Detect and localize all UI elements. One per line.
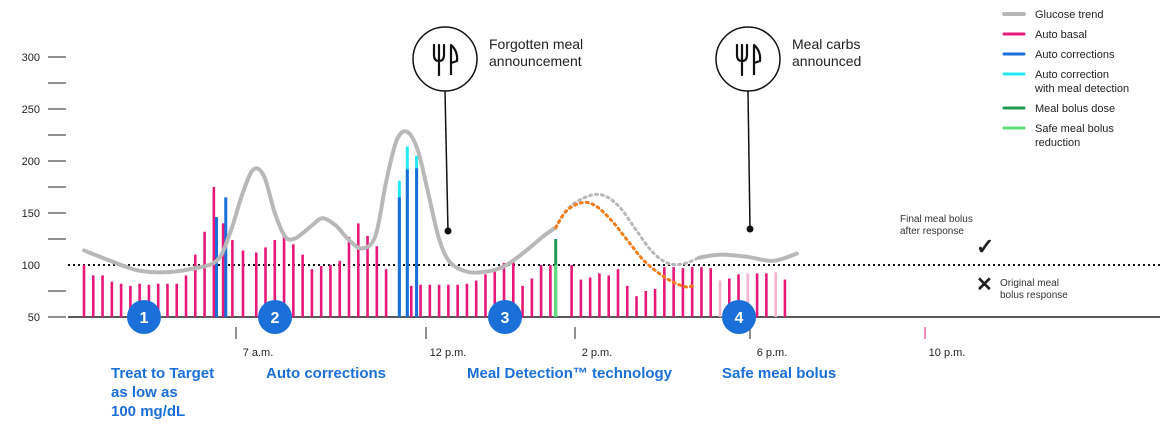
- meal-carbs-label: Meal carbs: [792, 36, 860, 52]
- legend-safe-meal-bolus-reduction-label: Safe meal bolus: [1035, 123, 1114, 135]
- original-bolus-label: Original meal: [1000, 278, 1059, 289]
- y-tick-label-100: 100: [22, 260, 40, 272]
- meal-carbs-label: announced: [792, 53, 861, 69]
- x-tick-label-6-p-m: 6 p.m.: [757, 347, 788, 359]
- cross-icon: ✕: [976, 274, 993, 296]
- feature-badge-number-4: 4: [735, 310, 744, 327]
- checkmark-icon: ✓: [976, 234, 994, 259]
- feature-label-1: Treat to Target: [111, 365, 214, 382]
- knife-shape: [752, 43, 762, 75]
- legend-auto-correction-with-meal-detection-label: Auto correction: [1035, 69, 1109, 81]
- feature-labels: 1 Treat to Target as low as 100 mg/dL 2 Auto …: [111, 300, 836, 420]
- x-tick-label-10-p-m: 10 p.m.: [929, 347, 966, 359]
- feature-label-3: Meal Detection™ technology: [467, 365, 673, 382]
- y-tick-label-250: 250: [22, 104, 40, 116]
- forgotten-meal-pointer: [444, 90, 449, 232]
- forgotten-meal-dot: [444, 227, 452, 235]
- x-tick-label-12-p-m: 12 p.m.: [430, 347, 467, 359]
- feature-badge-3: [488, 300, 522, 334]
- legend-auto-correction-with-meal-detection-label: with meal detection: [1034, 83, 1129, 95]
- y-tick-label-50: 50: [28, 312, 40, 324]
- feature-badge-number-2: 2: [271, 310, 280, 327]
- y-tick-label-150: 150: [22, 208, 40, 220]
- legend-auto-corrections-label: Auto corrections: [1035, 49, 1115, 61]
- meal-carbs-pointer: [747, 90, 751, 230]
- legend: Glucose trend Auto basal Auto corrections A…: [1002, 9, 1129, 149]
- feature-label-4: Safe meal bolus: [722, 365, 836, 382]
- glucose-lines: [82, 129, 799, 289]
- feature-badge-1: [127, 300, 161, 334]
- meal-carbs-icon-circle: [715, 26, 781, 92]
- final-bolus-label: after response: [900, 226, 964, 237]
- insulin-bars: [82, 146, 787, 317]
- forgotten-meal-label: announcement: [489, 53, 582, 69]
- y-tick-label-200: 200: [22, 156, 40, 168]
- feature-badge-number-1: 1: [140, 310, 149, 327]
- x-tick-label-7-a-m: 7 a.m.: [243, 347, 274, 359]
- feature-label-2: Auto corrections: [266, 365, 386, 382]
- glucose-trend-line: [82, 129, 558, 275]
- legend-glucose-trend-label: Glucose trend: [1035, 9, 1103, 21]
- y-axis: 50 100 150 200 250 300 7 a.m. 12 p.m. 2 p.m. 6 p.…: [22, 52, 1160, 359]
- legend-safe-meal-bolus-reduction-label: reduction: [1035, 137, 1080, 149]
- x-tick-label-2-p-m: 2 p.m.: [582, 347, 613, 359]
- forgotten-meal-icon-circle: [412, 26, 478, 92]
- feature-badge-2: [258, 300, 292, 334]
- legend-meal-bolus-dose-label: Meal bolus dose: [1035, 103, 1115, 115]
- forgotten-meal-label: Forgotten meal: [489, 36, 583, 52]
- legend-auto-basal-label: Auto basal: [1035, 29, 1087, 41]
- feature-badge-number-3: 3: [501, 310, 510, 327]
- forecast-original-line: [554, 200, 695, 289]
- feature-label-1: as low as: [111, 384, 178, 401]
- feature-badge-4: [722, 300, 756, 334]
- forecast-final-dotted: [554, 192, 701, 267]
- fork-knife-icon: [735, 43, 762, 77]
- fork-knife-icon: [432, 43, 459, 77]
- original-bolus-label: bolus response: [1000, 290, 1068, 301]
- y-tick-label-300: 300: [22, 52, 40, 64]
- knife-shape: [449, 43, 459, 75]
- meal-carbs-dot: [746, 225, 754, 233]
- fork-shape: [432, 43, 446, 77]
- feature-label-1: 100 mg/dL: [111, 403, 185, 420]
- fork-shape: [735, 43, 749, 77]
- final-bolus-label: Final meal bolus: [900, 214, 973, 225]
- forecast-final-line: [696, 251, 799, 263]
